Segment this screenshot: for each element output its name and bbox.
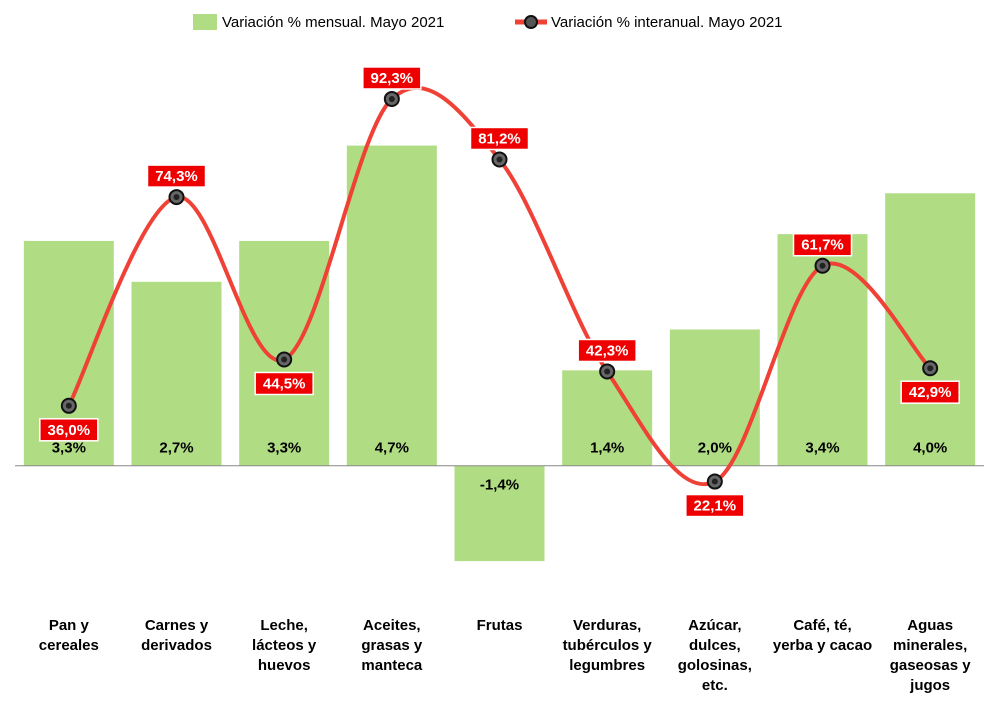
bar-value-label: 2,7% [159,440,193,457]
x-tick-label: Aceites, grasas y manteca [361,617,423,674]
line-marker-core [388,95,395,102]
legend-marker [524,15,538,29]
x-tick-label: Leche, lácteos y huevos [252,617,317,674]
line-marker-core [496,156,503,163]
x-tick-label: Carnes y derivados [141,617,212,654]
line-label-box [39,418,99,442]
bar-value-label: -1,4% [480,477,519,494]
bar [454,465,545,562]
x-tick-label: Verduras, tubérculos y legumbres [562,617,652,674]
bar-value-label: 4,0% [913,440,947,457]
bar-value-label: 1,4% [590,440,624,457]
bar-value-label: 2,0% [698,440,732,457]
line-value-label: 81,2% [478,130,521,147]
line-label-box [469,126,530,151]
line-value-label: 61,7% [801,237,844,254]
x-tick-label: Café, té, yerba y cacao [772,617,873,654]
line-marker-core [173,194,180,201]
bar-value-label: 3,3% [267,440,301,457]
x-tick-label: Frutas [476,617,523,634]
bar [131,281,222,466]
bar-value-label: 4,7% [375,440,409,457]
line-value-label: 22,1% [694,498,737,515]
legend-label: Variación % interanual. Mayo 2021 [551,14,783,31]
bar [669,329,760,466]
line-value-label: 74,3% [155,168,198,185]
line-label-box [362,66,422,90]
line-value-label: 42,9% [909,384,952,401]
bar-value-label: 3,4% [805,440,839,457]
legend-label: Variación % mensual. Mayo 2021 [222,14,444,31]
line-value-label: 36,0% [48,422,91,439]
x-tick-label: Pan y cereales [38,617,99,654]
line-marker-core [65,402,72,409]
line-marker-core [927,365,934,372]
bar-value-label: 3,3% [52,440,86,457]
line-marker-core [281,356,288,363]
x-tick-label: Azúcar, dulces, golosinas, etc. [677,617,752,694]
x-tick-label: Aguas minerales, gaseosas y jugos [889,617,971,694]
line-label-box [685,493,745,518]
line-value-label: 92,3% [371,70,414,87]
line-label-box [577,338,637,363]
line-value-label: 42,3% [586,342,629,359]
line-label-box [900,380,960,404]
line-value-label: 44,5% [263,375,306,392]
bar [346,145,437,466]
bar [885,193,976,466]
line-label-box [146,164,207,188]
line-label-box [792,232,853,257]
line-marker-core [819,262,826,269]
legend-swatch [193,14,217,30]
line-marker-core [604,368,611,375]
line-marker-core [711,478,718,485]
line-label-box [254,371,314,396]
